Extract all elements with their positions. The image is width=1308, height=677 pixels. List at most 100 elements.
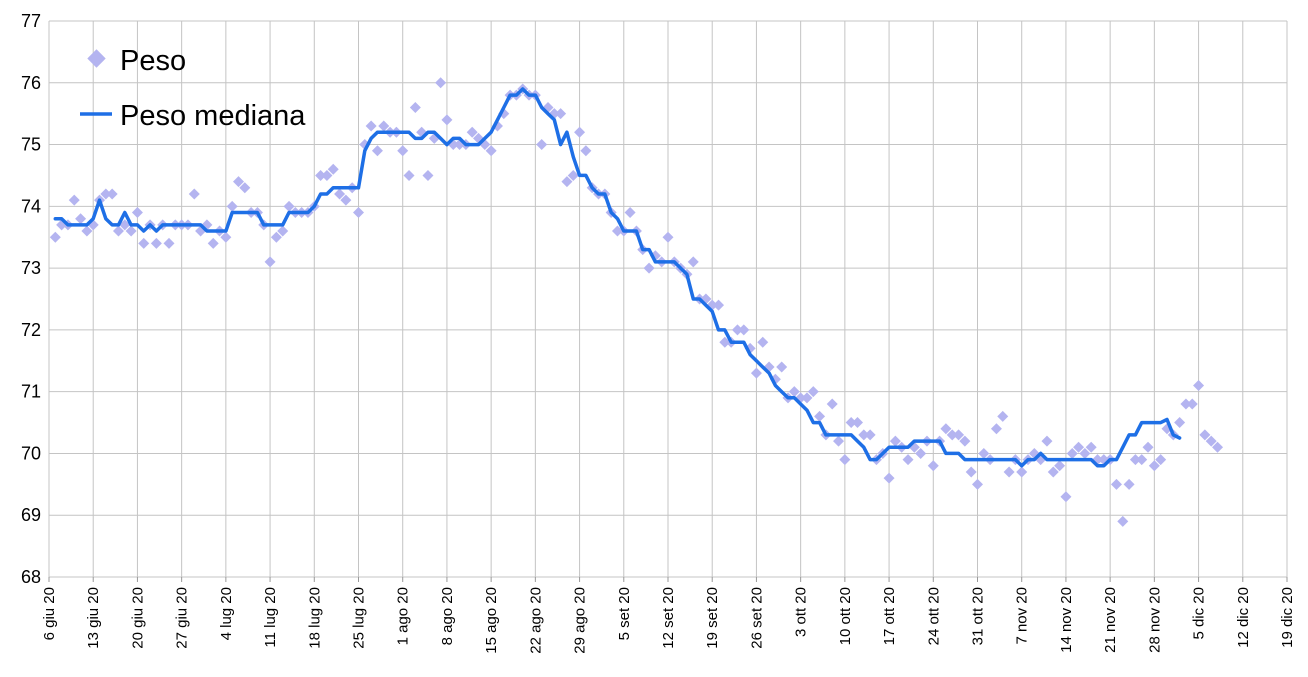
x-tick-label: 19 set 20 <box>704 587 721 649</box>
x-tick-label: 18 lug 20 <box>306 587 323 649</box>
peso-point <box>1117 515 1129 527</box>
peso-point <box>220 231 232 243</box>
peso-point <box>435 77 447 89</box>
peso-point <box>889 435 901 447</box>
peso-point <box>561 176 573 188</box>
peso-point <box>232 176 244 188</box>
peso-point <box>321 169 333 181</box>
peso-point <box>1199 429 1211 441</box>
peso-point <box>978 447 990 459</box>
peso-point <box>75 213 87 225</box>
x-tick-label: 20 giu 20 <box>129 587 146 649</box>
peso-point <box>264 256 276 268</box>
peso-point <box>864 429 876 441</box>
peso-point <box>801 392 813 404</box>
peso-point <box>953 429 965 441</box>
peso-point <box>731 324 743 336</box>
peso-point <box>1073 441 1085 453</box>
peso-point <box>959 435 971 447</box>
peso-point <box>624 207 636 219</box>
peso-point <box>378 120 390 132</box>
peso-point <box>1047 466 1059 478</box>
peso-point <box>1016 466 1028 478</box>
x-tick-label: 31 ott 20 <box>970 587 987 645</box>
x-tick-label: 15 ago 20 <box>483 587 500 654</box>
peso-point <box>68 194 80 206</box>
peso-point <box>555 108 567 120</box>
x-tick-label: 25 lug 20 <box>351 587 368 649</box>
y-tick-label: 73 <box>21 258 41 278</box>
peso-point <box>163 237 175 249</box>
peso-point <box>997 410 1009 422</box>
x-tick-label: 5 set 20 <box>616 587 633 640</box>
peso-point <box>1186 398 1198 410</box>
y-tick-label: 70 <box>21 443 41 463</box>
peso-point <box>138 237 150 249</box>
x-tick-label: 24 ott 20 <box>925 587 942 645</box>
peso-point <box>536 139 548 151</box>
peso-point <box>858 429 870 441</box>
peso-point <box>1129 454 1141 466</box>
peso-point <box>100 188 112 200</box>
peso-point <box>643 262 655 274</box>
peso-point <box>270 231 282 243</box>
x-tick-label: 27 giu 20 <box>174 587 191 649</box>
y-tick-label: 76 <box>21 73 41 93</box>
x-tick-label: 7 nov 20 <box>1014 587 1031 645</box>
peso-point <box>81 225 93 237</box>
x-tick-label: 29 ago 20 <box>572 587 589 654</box>
x-tick-label: 4 lug 20 <box>218 587 235 640</box>
peso-point <box>1041 435 1053 447</box>
peso-point <box>851 417 863 429</box>
peso-point <box>371 145 383 157</box>
peso-point <box>1193 379 1205 391</box>
peso-point <box>915 447 927 459</box>
y-tick-label: 69 <box>21 505 41 525</box>
x-tick-label: 6 giu 20 <box>41 587 58 640</box>
peso-point <box>1148 460 1160 472</box>
peso-point <box>1085 441 1097 453</box>
legend-marker-peso <box>87 49 106 68</box>
x-tick-label: 5 dic 20 <box>1191 587 1208 640</box>
peso-point <box>719 336 731 348</box>
x-tick-label: 12 set 20 <box>660 587 677 649</box>
y-tick-label: 72 <box>21 320 41 340</box>
peso-point <box>902 454 914 466</box>
peso-point <box>927 460 939 472</box>
peso-point <box>403 169 415 181</box>
peso-point <box>49 231 61 243</box>
peso-point <box>1079 447 1091 459</box>
x-tick-label: 8 ago 20 <box>439 587 456 645</box>
x-tick-label: 13 giu 20 <box>85 587 102 649</box>
y-tick-label: 74 <box>21 196 41 216</box>
peso-point <box>965 466 977 478</box>
peso-point <box>1123 478 1135 490</box>
x-axis-ticks: 6 giu 20 13 giu 20 20 giu 20 27 giu 20 4 lug… <box>41 587 1296 654</box>
peso-point <box>807 386 819 398</box>
peso-point <box>567 169 579 181</box>
y-tick-label: 77 <box>21 11 41 31</box>
x-tick-label: 22 ago 20 <box>527 587 544 654</box>
peso-point <box>972 478 983 490</box>
peso-point <box>1142 441 1154 453</box>
x-tick-label: 28 nov 20 <box>1146 587 1163 653</box>
peso-point <box>946 429 958 441</box>
peso-point <box>687 256 699 268</box>
peso-point <box>750 367 762 379</box>
peso-point <box>757 336 769 348</box>
peso-point <box>422 169 434 181</box>
peso-point <box>283 200 295 212</box>
peso-mediana-line <box>53 87 1182 468</box>
peso-point <box>1205 435 1217 447</box>
x-tick-label: 19 dic 20 <box>1279 587 1296 648</box>
y-tick-label: 68 <box>21 567 41 587</box>
peso-point <box>466 126 478 138</box>
y-tick-label: 75 <box>21 135 41 155</box>
peso-point <box>226 200 238 212</box>
chart-legend: Peso Peso mediana <box>80 45 306 132</box>
peso-point <box>1155 454 1167 466</box>
peso-point <box>112 225 124 237</box>
peso-point <box>1180 398 1192 410</box>
